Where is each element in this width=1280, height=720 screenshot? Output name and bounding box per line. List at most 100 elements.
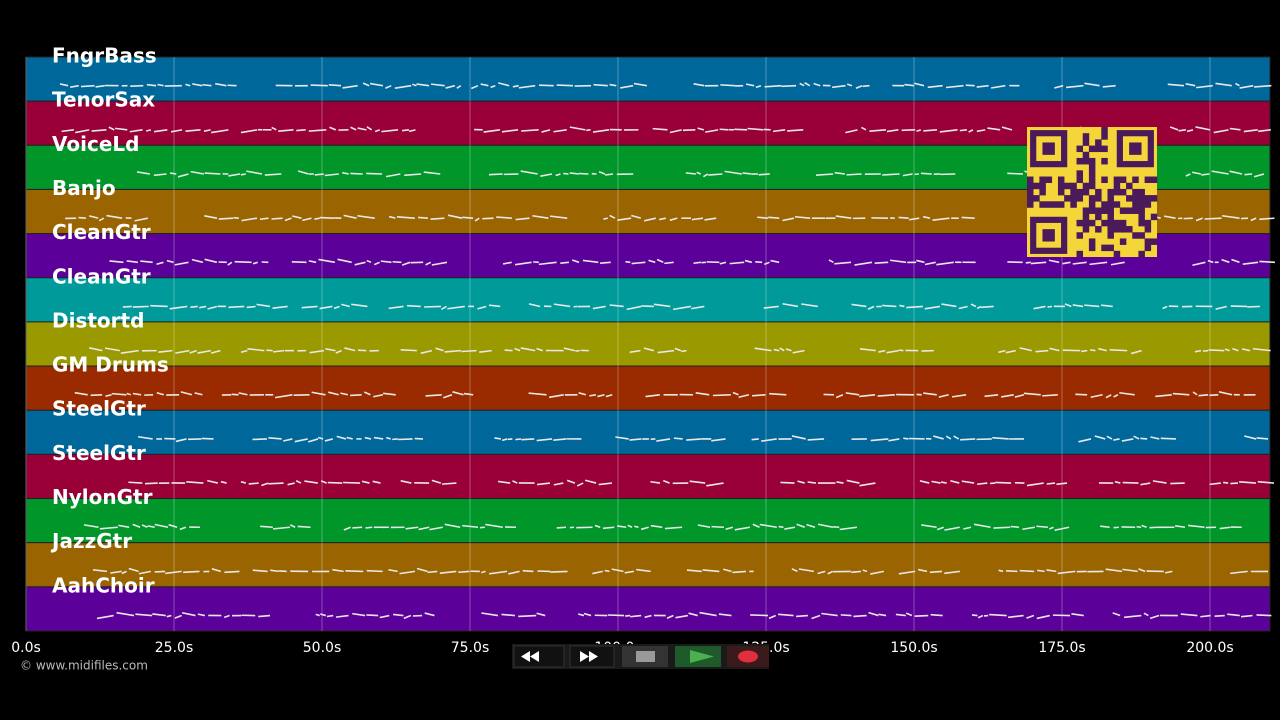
note xyxy=(439,570,457,574)
note xyxy=(400,480,412,484)
stop-button[interactable] xyxy=(622,646,668,667)
note xyxy=(1239,480,1256,484)
note xyxy=(656,258,664,264)
note xyxy=(521,129,539,132)
note xyxy=(960,438,976,441)
note xyxy=(144,482,158,485)
note xyxy=(973,523,991,529)
note xyxy=(320,480,327,484)
note xyxy=(754,347,772,352)
note xyxy=(859,393,876,398)
note xyxy=(1231,258,1240,264)
note xyxy=(1204,217,1222,220)
note xyxy=(96,614,114,620)
track-name: Distortd xyxy=(52,308,144,332)
note xyxy=(1138,568,1146,573)
fast-forward-button[interactable] xyxy=(569,645,615,668)
note xyxy=(479,349,492,353)
qr-cell xyxy=(1057,176,1065,184)
note xyxy=(708,173,723,176)
note xyxy=(274,393,293,399)
note xyxy=(319,216,335,219)
note xyxy=(220,480,227,484)
note xyxy=(146,83,157,87)
note xyxy=(278,129,294,133)
note xyxy=(129,129,143,133)
note xyxy=(452,391,464,396)
note xyxy=(273,526,290,530)
note xyxy=(787,129,804,132)
note xyxy=(388,215,396,219)
qr-cell xyxy=(1076,250,1084,258)
qr-cell xyxy=(1088,157,1096,165)
note xyxy=(815,173,834,176)
note xyxy=(631,261,646,265)
note xyxy=(752,393,766,397)
note xyxy=(725,526,734,530)
note xyxy=(669,129,682,134)
track-band xyxy=(25,453,1271,500)
note xyxy=(259,217,269,221)
note xyxy=(924,261,936,266)
note xyxy=(272,305,288,309)
qr-cell xyxy=(1088,164,1096,171)
note xyxy=(945,84,964,89)
note xyxy=(704,217,717,221)
qr-finder xyxy=(1030,130,1068,168)
note xyxy=(1089,349,1096,352)
note xyxy=(631,214,642,219)
note xyxy=(261,482,269,487)
qr-cell xyxy=(1033,195,1040,202)
note xyxy=(1185,173,1191,177)
note xyxy=(308,129,327,132)
note xyxy=(1160,437,1176,440)
qr-cell xyxy=(1138,201,1145,208)
qr-cell xyxy=(1039,176,1046,184)
qr-cell xyxy=(1088,195,1096,202)
note xyxy=(853,614,867,618)
qr-cell xyxy=(1045,176,1053,184)
note xyxy=(363,391,371,396)
note xyxy=(1192,171,1202,175)
note xyxy=(350,393,362,397)
note xyxy=(1211,170,1229,175)
note xyxy=(462,216,474,219)
note xyxy=(320,613,326,617)
note xyxy=(211,129,229,134)
note xyxy=(1046,569,1057,573)
note xyxy=(686,438,702,441)
note xyxy=(1254,84,1272,88)
note xyxy=(496,216,512,219)
note xyxy=(350,126,357,131)
note xyxy=(821,612,838,617)
note xyxy=(1072,261,1087,265)
note xyxy=(1219,526,1231,530)
record-button[interactable] xyxy=(727,646,769,667)
play-button[interactable] xyxy=(675,646,721,667)
note xyxy=(555,173,561,177)
note xyxy=(963,526,972,530)
rewind-button[interactable] xyxy=(513,645,565,668)
note xyxy=(447,305,465,310)
note xyxy=(343,526,351,531)
note xyxy=(770,259,780,264)
qr-cell xyxy=(1064,182,1071,190)
qr-cell xyxy=(1051,201,1059,208)
note xyxy=(644,614,652,619)
note xyxy=(498,82,510,87)
note xyxy=(846,173,862,176)
note xyxy=(1257,480,1275,484)
note xyxy=(1221,214,1240,219)
note xyxy=(673,305,691,311)
copyright: © www.midifiles.com xyxy=(20,659,148,673)
note xyxy=(210,349,221,354)
note xyxy=(874,261,889,264)
note xyxy=(755,84,762,89)
note xyxy=(401,261,411,266)
note xyxy=(185,83,191,87)
note xyxy=(877,393,895,397)
qr-cell xyxy=(1126,182,1133,190)
note xyxy=(365,526,373,529)
note xyxy=(1121,438,1134,442)
note xyxy=(723,568,732,573)
